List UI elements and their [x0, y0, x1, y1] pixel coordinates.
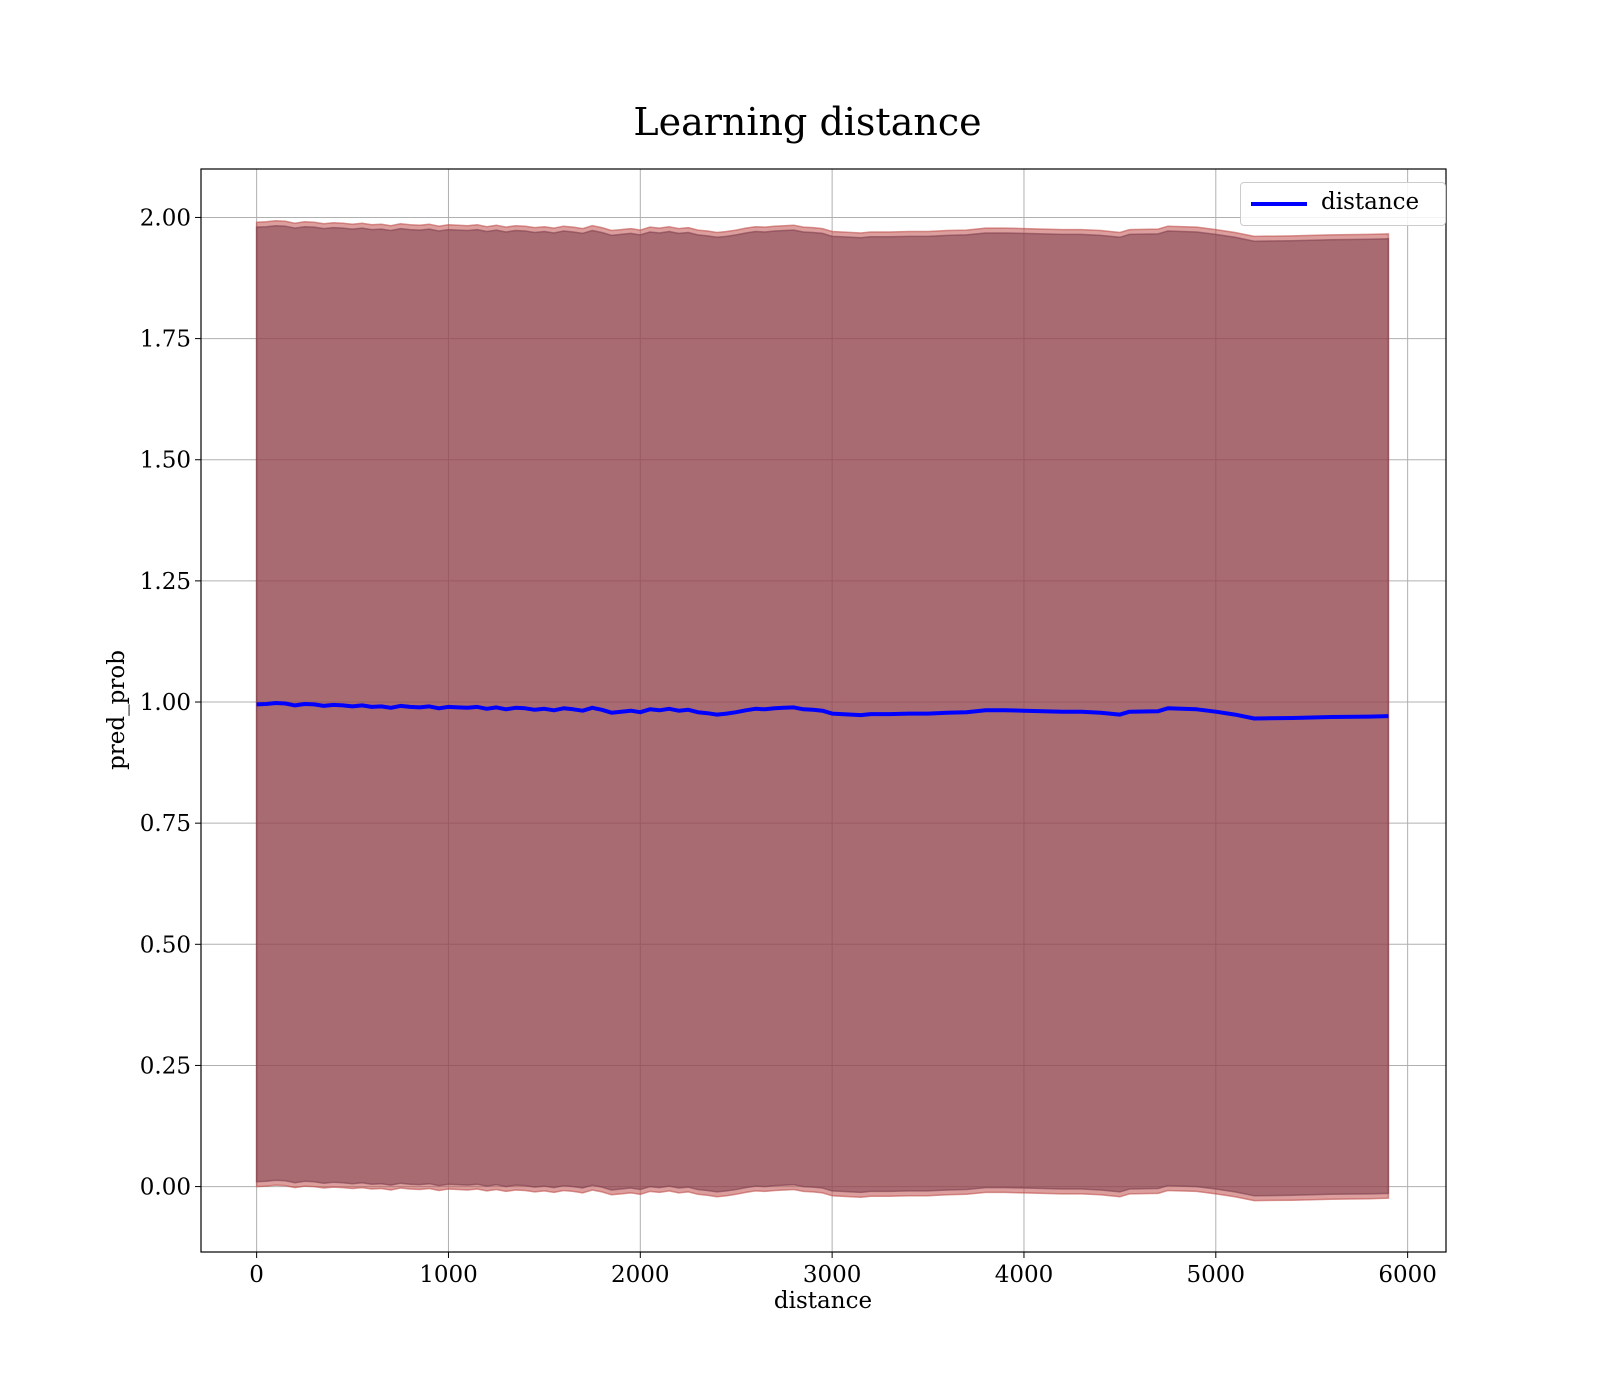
x-tick-label-5: 5000 — [1187, 1262, 1246, 1288]
y-tick-label-1: 0.25 — [140, 1053, 191, 1079]
y-axis-label: pred_prob — [104, 650, 130, 770]
line-layer — [256, 701, 1389, 721]
x-tick-label-4: 4000 — [995, 1262, 1054, 1288]
y-tick-label-7: 1.75 — [140, 327, 191, 353]
x-tick-label-2: 2000 — [611, 1262, 670, 1288]
x-tick-label-1: 1000 — [419, 1262, 478, 1288]
legend-line-swatch — [1251, 202, 1307, 206]
y-ticks: 0.00 0.25 0.50 0.75 1.00 1.25 1.50 1.75 2.00 — [140, 205, 201, 1201]
axes-frame — [200, 168, 1447, 1253]
legend-label: distance — [1321, 189, 1420, 215]
x-tick-label-0: 0 — [249, 1262, 264, 1288]
legend: distance — [1240, 182, 1446, 226]
y-tick-label-2: 0.50 — [140, 932, 191, 958]
x-ticks: 0 1000 2000 3000 4000 5000 6000 — [249, 1252, 1437, 1288]
y-tick-label-0: 0.00 — [140, 1175, 191, 1201]
y-tick-label-3: 0.75 — [140, 811, 191, 837]
y-tick-label-5: 1.25 — [140, 569, 191, 595]
chart-title: Learning distance — [633, 100, 982, 144]
y-tick-label-6: 1.50 — [140, 448, 191, 474]
x-tick-label-3: 3000 — [803, 1262, 862, 1288]
y-tick-label-8: 2.00 — [140, 205, 191, 231]
series-line-distance — [256, 701, 1389, 721]
x-tick-label-6: 6000 — [1378, 1262, 1437, 1288]
x-axis-label: distance — [774, 1288, 872, 1314]
y-tick-label-4: 1.00 — [140, 690, 191, 716]
